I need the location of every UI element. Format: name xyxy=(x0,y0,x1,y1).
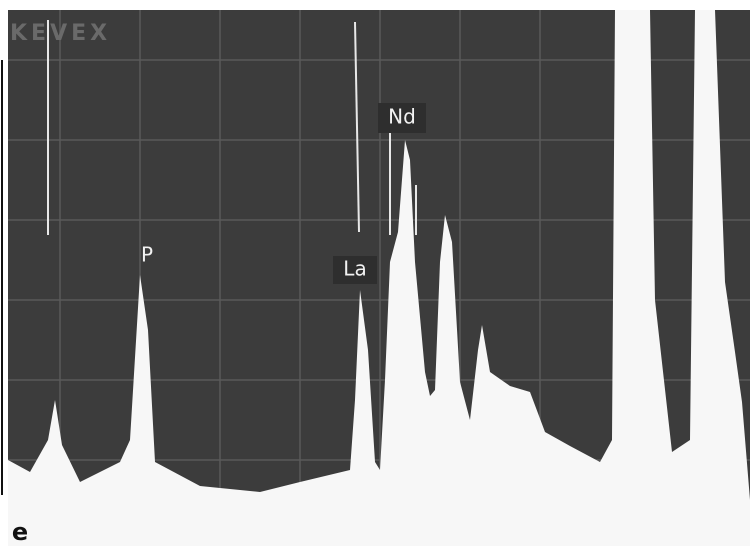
marker-lines xyxy=(47,20,417,235)
peak-label: Nd xyxy=(388,105,416,129)
label-bg xyxy=(378,103,426,133)
peak-label: P xyxy=(141,243,153,267)
spectrum xyxy=(8,10,750,546)
screen-label: KEVEX xyxy=(10,21,111,46)
panel-label: e xyxy=(12,518,28,546)
peak-label: La xyxy=(343,257,366,281)
label-bg xyxy=(333,256,377,284)
